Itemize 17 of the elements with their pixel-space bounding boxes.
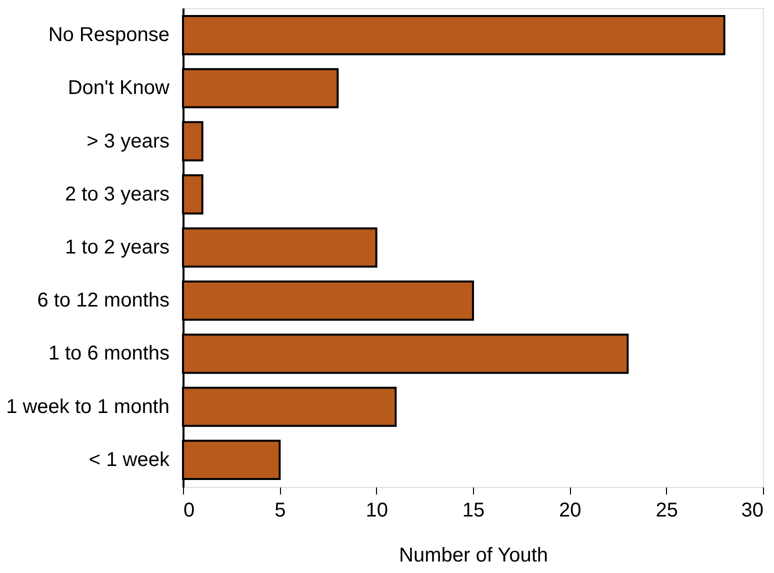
x-tick-label: 5 bbox=[274, 500, 286, 522]
x-tick-label: 0 bbox=[184, 500, 195, 522]
y-tick-label: 2 to 3 years bbox=[64, 183, 170, 206]
y-tick-label: 1 week to 1 month bbox=[6, 396, 170, 418]
x-axis-title: Number of Youth bbox=[399, 544, 548, 566]
x-tick-label: 25 bbox=[656, 500, 678, 522]
y-tick-label: 6 to 12 months bbox=[37, 290, 170, 312]
x-tick-label: 30 bbox=[741, 500, 764, 522]
y-tick-label: > 3 years bbox=[86, 130, 170, 152]
x-tick-label: 10 bbox=[366, 500, 388, 522]
y-tick-label: 1 to 2 years bbox=[64, 236, 170, 258]
x-tick-label: 20 bbox=[559, 500, 582, 522]
y-tick-label: Don't Know bbox=[68, 77, 170, 100]
y-tick-label: 1 to 6 months bbox=[48, 342, 170, 365]
y-tick-label: No Response bbox=[48, 24, 170, 46]
y-tick-label: < 1 week bbox=[88, 448, 170, 471]
x-tick-label: 15 bbox=[462, 500, 485, 522]
